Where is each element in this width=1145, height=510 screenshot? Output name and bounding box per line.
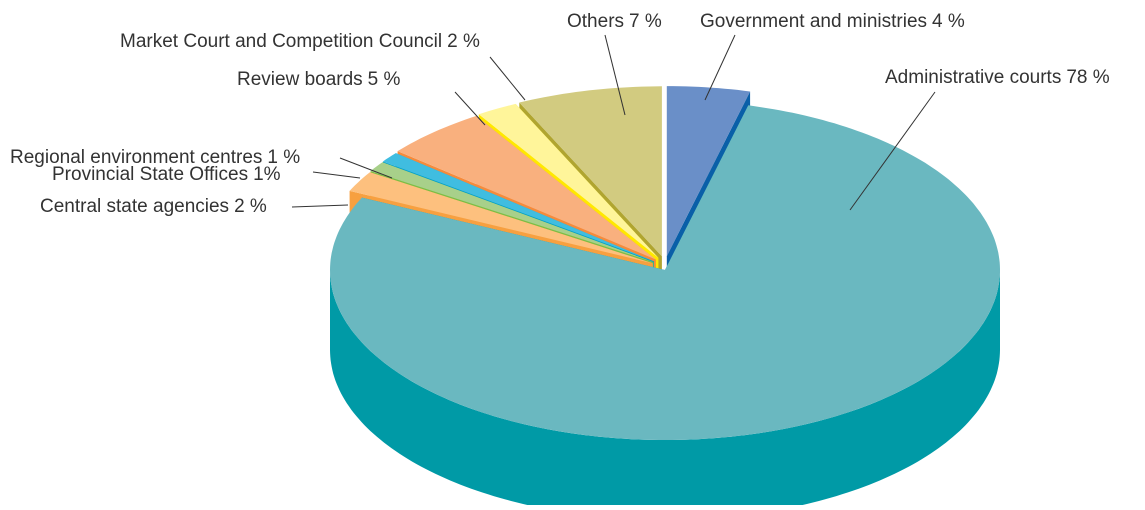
category-name: Review boards (237, 69, 363, 90)
category-name: Administrative courts (885, 67, 1061, 88)
value-label: 7 % (629, 11, 662, 32)
slice (382, 153, 654, 262)
data-label: Review boards 5 % (237, 69, 401, 90)
category-name: Central state agencies (40, 196, 229, 217)
data-label: Market Court and Competition Council 2 % (120, 31, 480, 52)
leader-line (454, 91, 486, 126)
leader-line (849, 91, 936, 211)
leader-line (604, 34, 626, 116)
slice (349, 172, 653, 264)
category-name: Market Court and Competition Council (120, 31, 442, 52)
value-label: 1 % (267, 147, 300, 168)
slice (519, 86, 662, 257)
value-label: 2 % (447, 31, 480, 52)
data-label: Regional environment centres 1 % (10, 147, 300, 168)
slice (478, 103, 659, 258)
data-label: Government and ministries 4 % (700, 11, 965, 32)
data-label: Administrative courts 78 % (885, 67, 1110, 88)
value-label: 78 % (1066, 67, 1109, 88)
leader-line (291, 204, 349, 208)
slice (370, 162, 654, 263)
slice (666, 86, 751, 257)
value-label: 2 % (234, 196, 267, 217)
slice (330, 105, 1000, 441)
data-label: Others 7 % (567, 11, 662, 32)
category-name: Provincial State Offices (52, 164, 248, 185)
category-name: Others (567, 11, 624, 32)
slice-side (330, 270, 1000, 510)
value-label: 5 % (368, 69, 401, 90)
category-name: Government and ministries (700, 11, 927, 32)
slice (397, 116, 656, 260)
leader-line (489, 56, 526, 101)
data-label: Central state agencies 2 % (40, 196, 267, 217)
value-label: 1% (253, 164, 281, 185)
value-label: 4 % (932, 11, 965, 32)
leader-line (704, 34, 736, 101)
leader-line (312, 171, 361, 179)
leader-line (339, 157, 393, 179)
data-label: Provincial State Offices 1% (52, 164, 281, 185)
category-name: Regional environment centres (10, 147, 262, 168)
